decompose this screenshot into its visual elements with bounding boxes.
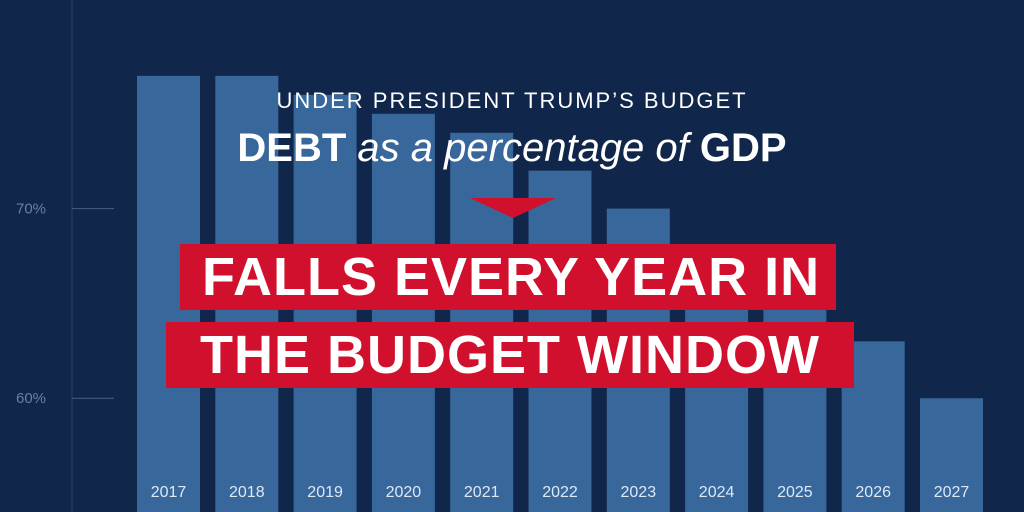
x-tick-label: 2027 [934,484,970,501]
banner-line-1: FALLS EVERY YEAR IN [180,244,836,310]
x-tick-label: 2018 [229,484,265,501]
chart-title: DEBT as a percentage of GDP [0,126,1024,171]
banner-line-2: THE BUDGET WINDOW [166,322,854,388]
bar-2020 [371,113,435,512]
title-debt: DEBT [237,126,347,170]
x-tick-label: 2021 [464,484,500,501]
title-middle: as a percentage of [346,126,700,170]
y-tick-label: 60% [16,390,46,407]
down-arrow-icon [470,198,556,218]
x-tick-label: 2022 [542,484,578,501]
x-tick-label: 2019 [307,484,343,501]
x-tick-label: 2025 [777,484,813,501]
y-ticks: 70% 60% [16,201,114,407]
title-gdp: GDP [699,126,787,170]
bar-2025 [763,284,827,512]
x-tick-label: 2020 [386,484,422,501]
x-tick-labels: 2017 2018 2019 2020 2021 2022 2023 2024 2025 2026… [151,484,970,501]
x-tick-label: 2024 [699,484,735,501]
x-tick-label: 2026 [855,484,891,501]
bar-2027 [920,398,983,512]
y-tick-label: 70% [16,201,46,218]
x-tick-label: 2017 [151,484,187,501]
x-tick-label: 2023 [621,484,657,501]
chart-subtitle: UNDER PRESIDENT TRUMP’S BUDGET [276,88,748,113]
